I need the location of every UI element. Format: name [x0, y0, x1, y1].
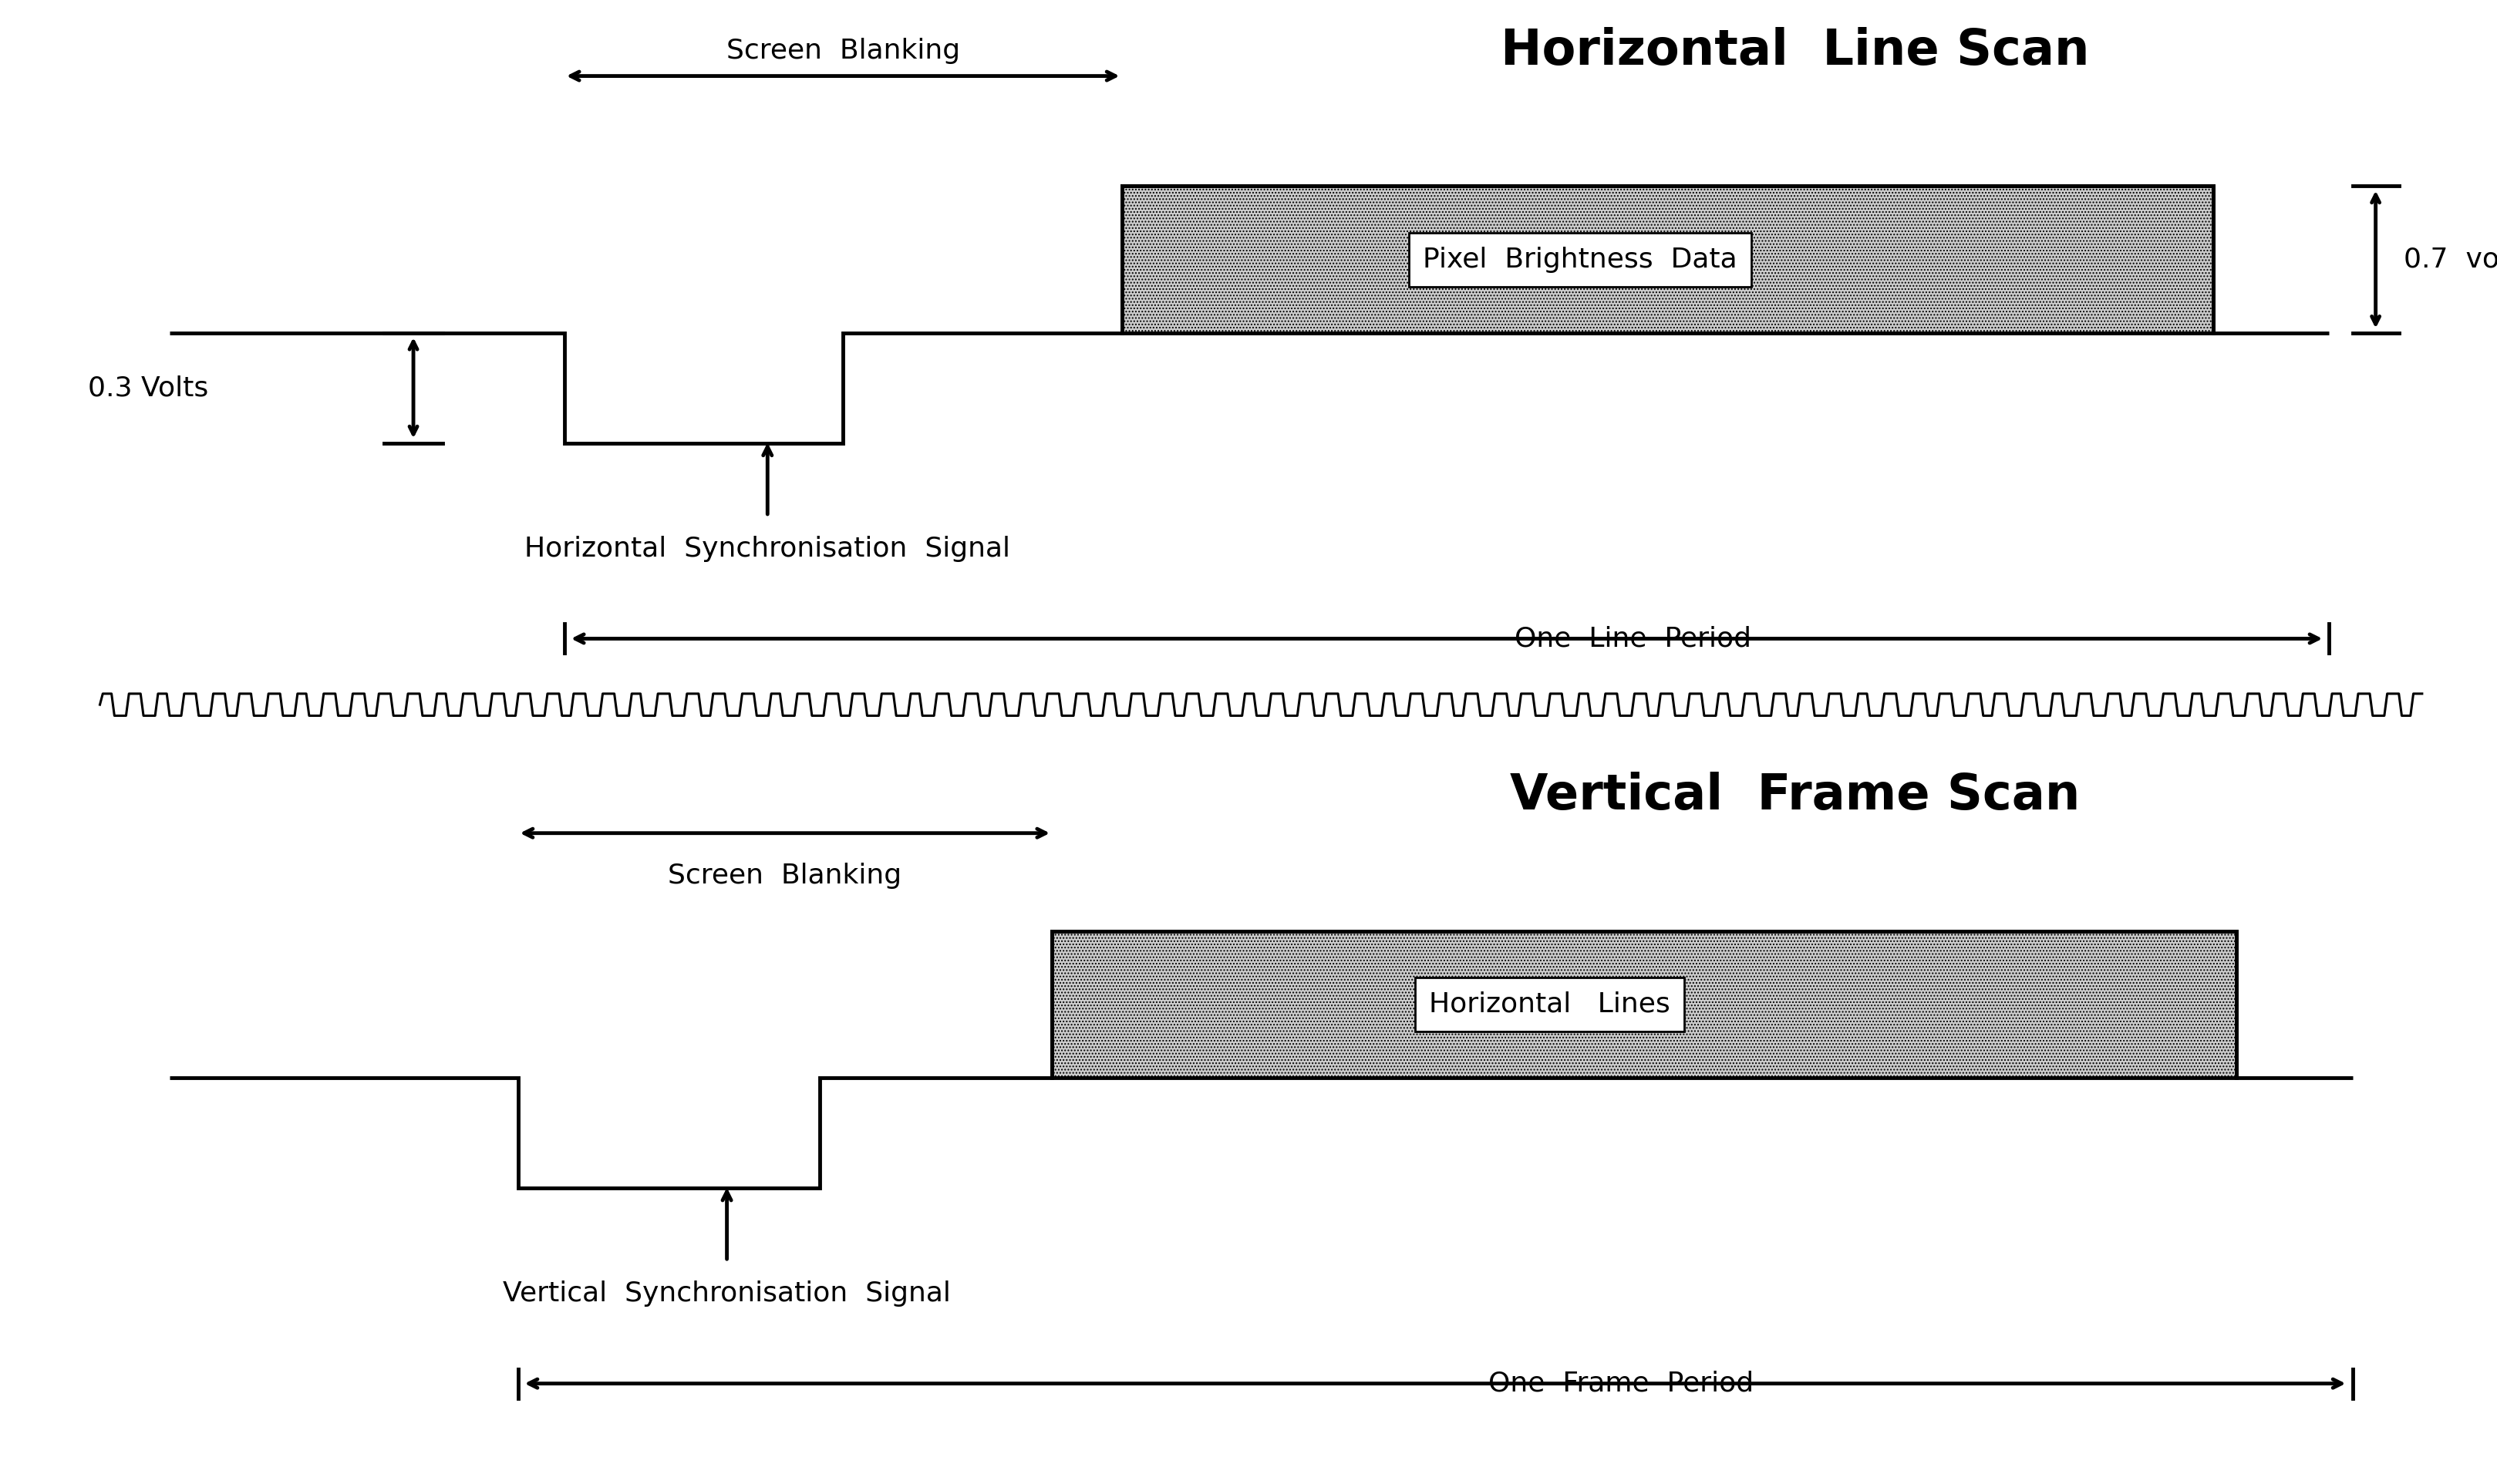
Text: Vertical  Frame Scan: Vertical Frame Scan [1511, 772, 2080, 819]
Text: Vertical  Synchronisation  Signal: Vertical Synchronisation Signal [502, 1281, 951, 1307]
Text: Horizontal   Lines: Horizontal Lines [1428, 991, 1670, 1018]
Text: Horizontal  Line Scan: Horizontal Line Scan [1501, 27, 2090, 74]
Text: 0.3 Volts: 0.3 Volts [87, 375, 210, 401]
Text: One  Line  Period: One Line Period [1513, 626, 1750, 651]
Text: Screen  Blanking: Screen Blanking [669, 862, 901, 889]
Text: Horizontal  Synchronisation  Signal: Horizontal Synchronisation Signal [524, 536, 1011, 562]
Text: One  Frame  Period: One Frame Period [1488, 1370, 1753, 1396]
Text: Screen  Blanking: Screen Blanking [727, 37, 959, 64]
Text: 0.7  volts: 0.7 volts [2405, 246, 2497, 273]
Bar [1121, 186, 2212, 332]
Text: Pixel  Brightness  Data: Pixel Brightness Data [1423, 246, 1738, 273]
Bar [1051, 930, 2237, 1077]
